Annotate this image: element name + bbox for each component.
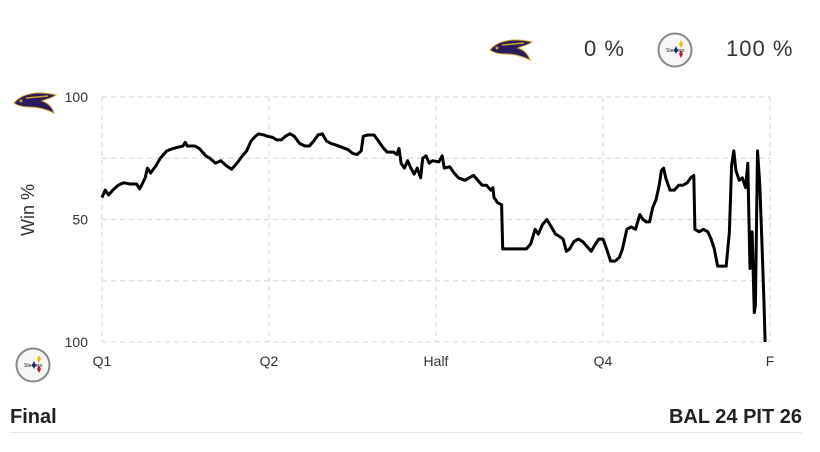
- final-score: BAL 24 PIT 26: [668, 406, 802, 428]
- win-probability-card: [10, 8, 802, 433]
- chart-grid: [101, 96, 771, 343]
- ravens-logo-icon: [489, 39, 534, 61]
- y-tick-label: 50: [72, 212, 88, 228]
- win-probability-chart: 100 50 100 Q1 Q2 Half Q4 F Win % Steelers: [13, 89, 775, 383]
- svg-text:Steelers: Steelers: [666, 48, 685, 54]
- x-axis-ticks: Q1 Q2 Half Q4 F: [93, 353, 775, 369]
- y-tick-label: 100: [65, 89, 89, 105]
- steelers-logo-icon: Steelers: [657, 32, 693, 68]
- y-axis-label: Win %: [18, 184, 38, 236]
- ravens-axis-logo-icon: [13, 92, 58, 114]
- win-probability-line: [100, 132, 767, 343]
- y-axis-ticks: 100 50 100: [65, 89, 89, 350]
- svg-text:Steelers: Steelers: [24, 363, 43, 369]
- x-tick-label: Q1: [93, 353, 112, 369]
- x-tick-label: Q4: [594, 353, 613, 369]
- header: 0 % Steelers 100 %: [0, 0, 820, 90]
- x-tick-label: Q2: [260, 353, 279, 369]
- away-win-pct: 0 %: [584, 36, 625, 61]
- x-tick-label: Half: [424, 353, 449, 369]
- x-tick-label: F: [766, 353, 775, 369]
- home-win-pct: 100 %: [726, 36, 794, 61]
- game-status: Final: [10, 406, 57, 428]
- steelers-axis-logo-icon: Steelers: [15, 347, 51, 383]
- y-tick-label: 100: [65, 334, 89, 350]
